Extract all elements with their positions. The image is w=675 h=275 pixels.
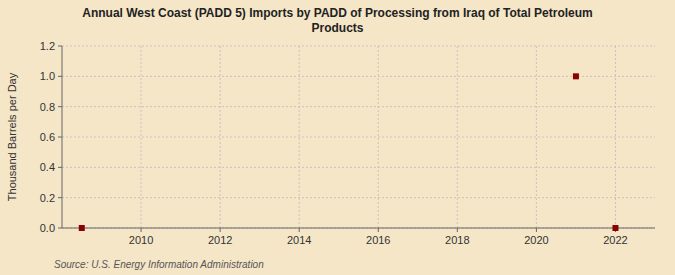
x-axis-line — [62, 228, 655, 229]
y-tick — [58, 46, 62, 47]
x-tick-label: 2020 — [524, 234, 548, 246]
y-tick-label: 0.2 — [40, 192, 55, 204]
y-grid-line — [62, 197, 655, 198]
x-tick — [457, 228, 458, 232]
x-tick — [299, 228, 300, 232]
grid — [62, 46, 655, 228]
x-tick — [536, 228, 537, 232]
x-tick-label: 2018 — [445, 234, 469, 246]
background — [0, 0, 675, 275]
y-grid-line — [62, 137, 655, 138]
y-tick-label: 0.8 — [40, 101, 55, 113]
y-tick-label: 1.2 — [40, 40, 55, 52]
y-grid-line — [62, 167, 655, 168]
point — [79, 225, 85, 231]
y-tick — [58, 167, 62, 168]
x-tick-label: 2016 — [366, 234, 390, 246]
x-tick — [141, 228, 142, 232]
x-grid-line — [615, 46, 616, 228]
x-tick-label: 2010 — [129, 234, 153, 246]
title: Annual West Coast (PADD 5) Imports by PA… — [82, 6, 593, 35]
x-grid-line — [378, 46, 379, 228]
point — [612, 225, 618, 231]
y-grid-line — [62, 106, 655, 107]
y-grid-line — [62, 76, 655, 77]
x-grid-line — [141, 46, 142, 228]
chart-svg: Annual West Coast (PADD 5) Imports by PA… — [0, 0, 675, 275]
axes: 0.0 0.2 0.4 0.6 0.8 1.0 1.2 2010 2012 2014 2016 201… — [40, 40, 655, 246]
chart-container: Annual West Coast (PADD 5) Imports by PA… — [0, 0, 675, 275]
y-tick-label: 0.0 — [40, 222, 55, 234]
x-tick-label: 2014 — [287, 234, 311, 246]
y-grid-line — [62, 228, 655, 229]
y-tick — [58, 137, 62, 138]
y-grid-line — [62, 46, 655, 47]
y-tick — [58, 197, 62, 198]
y-tick — [58, 228, 62, 229]
y-axis-label: Thousand Barrels per Day — [6, 72, 18, 201]
y-tick-label: 1.0 — [40, 70, 55, 82]
source-note: Source: U.S. Energy Information Administ… — [54, 259, 264, 270]
y-tick — [58, 76, 62, 77]
x-tick-label: 2012 — [208, 234, 232, 246]
x-tick-label: 2022 — [603, 234, 627, 246]
x-grid-line — [536, 46, 537, 228]
y-axis-line — [62, 46, 63, 228]
x-tick — [378, 228, 379, 232]
y-tick — [58, 106, 62, 107]
points — [79, 73, 619, 231]
x-grid-line — [299, 46, 300, 228]
y-tick-label: 0.6 — [40, 131, 55, 143]
point — [573, 73, 579, 79]
x-grid-line — [220, 46, 221, 228]
x-tick — [220, 228, 221, 232]
x-grid-line — [457, 46, 458, 228]
y-tick-label: 0.4 — [40, 161, 55, 173]
